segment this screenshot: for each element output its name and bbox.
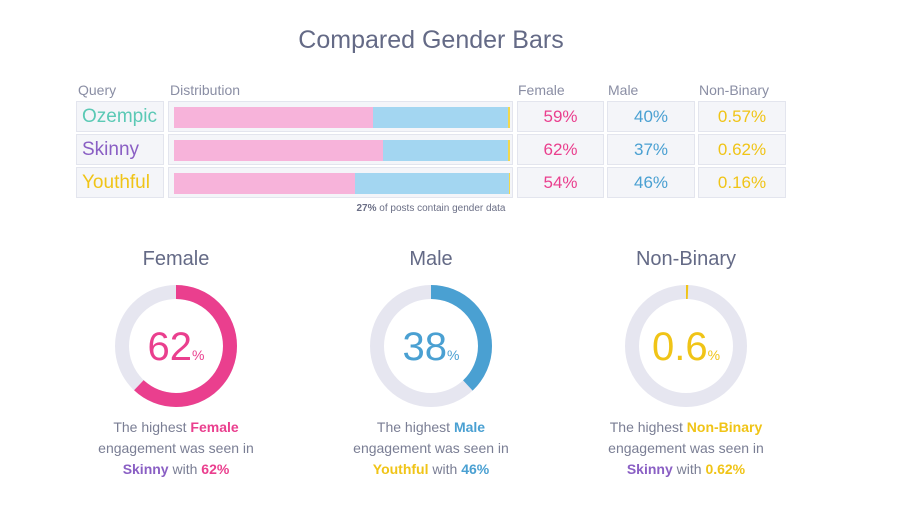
description-text: with xyxy=(428,461,462,477)
query-cell: Ozempic xyxy=(76,101,164,132)
distribution-cell xyxy=(168,101,513,132)
distribution-cell xyxy=(168,134,513,165)
description-text: engagement was seen in xyxy=(98,440,254,456)
nonbinary-bar-segment xyxy=(507,140,510,161)
nonbinary-percent-cell: 0.57% xyxy=(698,101,786,132)
description-text: The highest xyxy=(376,419,454,435)
header-distribution: Distribution xyxy=(170,82,241,98)
description-highlight: Male xyxy=(453,419,486,435)
description-query: Skinny xyxy=(626,461,673,477)
description-highlight: Female xyxy=(190,419,239,435)
description-highlight: Non-Binary xyxy=(686,419,763,435)
gauge-value: 38% xyxy=(403,325,460,369)
header-nonbinary: Non-Binary xyxy=(699,82,770,98)
gauge-ring: 38% xyxy=(370,285,492,407)
header-female: Female xyxy=(518,82,565,98)
gauge-ring: 0.6% xyxy=(625,285,747,407)
gauge-description: The highest Male engagement was seen in Yo… xyxy=(311,417,551,480)
male-percent-cell: 37% xyxy=(607,134,695,165)
description-query: Skinny xyxy=(122,461,169,477)
male-bar-segment xyxy=(373,107,509,128)
description-text: with xyxy=(168,461,202,477)
female-percent-cell: 62% xyxy=(517,134,604,165)
gauge-label: Non-Binary xyxy=(635,248,737,270)
distribution-cell xyxy=(168,167,513,198)
description-text: The highest xyxy=(609,419,687,435)
gauge-value-arc xyxy=(115,285,237,407)
note-percent: 27% xyxy=(356,203,377,214)
gauge-label: Male xyxy=(409,248,453,270)
gauge-non-binary: Non-Binary 0.6% The highest Non-Binary enga… xyxy=(566,248,806,480)
description-percent: 0.62% xyxy=(705,461,746,477)
male-percent-cell: 46% xyxy=(607,167,695,198)
header-male: Male xyxy=(608,82,639,98)
female-percent-cell: 54% xyxy=(517,167,604,198)
header-query: Query xyxy=(78,82,117,98)
gauge-value: 62% xyxy=(148,325,205,369)
nonbinary-bar-segment xyxy=(508,107,510,128)
query-cell: Skinny xyxy=(76,134,164,165)
description-text: engagement was seen in xyxy=(608,440,764,456)
description-query: Youthful xyxy=(372,461,429,477)
male-bar-segment xyxy=(354,173,509,194)
male-percent-cell: 40% xyxy=(607,101,695,132)
page-title: Compared Gender Bars xyxy=(298,26,564,54)
gauge-description: The highest Non-Binary engagement was see… xyxy=(566,417,806,480)
gauge-label: Female xyxy=(142,248,210,270)
gender-data-note: 27% of posts contain gender data xyxy=(0,203,862,214)
nonbinary-percent-cell: 0.16% xyxy=(698,167,786,198)
description-text: The highest xyxy=(113,419,191,435)
gauge-ring: 62% xyxy=(115,285,237,407)
gauge-value-arc xyxy=(625,285,747,407)
female-bar-segment xyxy=(174,107,374,128)
female-bar-segment xyxy=(174,173,355,194)
gauge-value-arc xyxy=(370,285,492,407)
description-text: engagement was seen in xyxy=(353,440,509,456)
gauge-value: 0.6% xyxy=(652,325,720,369)
note-text: of posts contain gender data xyxy=(376,203,506,214)
description-percent: 62% xyxy=(201,461,230,477)
gauge-male: Male 38% The highest Male engagement was se… xyxy=(311,248,551,480)
male-bar-segment xyxy=(383,140,508,161)
female-bar-segment xyxy=(174,140,384,161)
description-percent: 46% xyxy=(461,461,490,477)
gauge-description: The highest Female engagement was seen in… xyxy=(56,417,296,480)
nonbinary-bar-segment xyxy=(508,173,510,194)
gauge-female: Female 62% The highest Female engagement wa… xyxy=(56,248,296,480)
nonbinary-percent-cell: 0.62% xyxy=(698,134,786,165)
query-cell: Youthful xyxy=(76,167,164,198)
female-percent-cell: 59% xyxy=(517,101,604,132)
description-text: with xyxy=(672,461,706,477)
